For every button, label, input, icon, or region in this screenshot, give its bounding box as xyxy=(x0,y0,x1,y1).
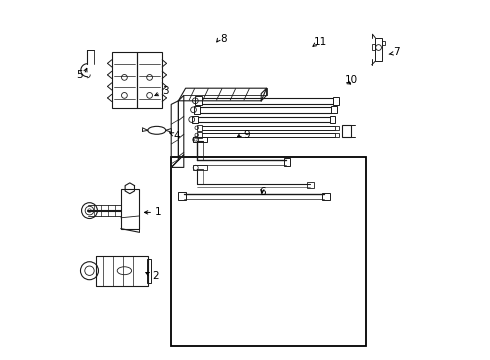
Text: 10: 10 xyxy=(344,75,358,85)
Bar xyxy=(137,52,162,108)
Bar xyxy=(284,158,291,166)
Bar xyxy=(193,165,207,170)
Text: 9: 9 xyxy=(244,130,250,140)
Bar xyxy=(333,97,339,105)
Bar xyxy=(342,125,351,137)
Bar xyxy=(307,182,314,188)
Bar xyxy=(372,44,375,50)
Bar xyxy=(382,41,386,45)
Bar xyxy=(197,132,202,138)
Bar xyxy=(330,116,335,123)
Bar xyxy=(197,125,202,131)
Bar xyxy=(121,189,139,229)
Text: 7: 7 xyxy=(393,47,399,57)
Text: 8: 8 xyxy=(220,34,227,44)
Text: 3: 3 xyxy=(162,86,169,96)
Bar xyxy=(196,96,202,105)
Bar xyxy=(194,106,200,114)
Bar xyxy=(322,193,330,200)
Text: 2: 2 xyxy=(152,271,159,281)
Bar xyxy=(171,157,366,346)
Bar xyxy=(375,38,382,61)
Text: 1: 1 xyxy=(154,207,161,217)
Bar xyxy=(335,133,339,137)
Bar xyxy=(331,107,337,113)
Bar xyxy=(335,126,339,130)
Bar xyxy=(96,256,148,286)
Text: 6: 6 xyxy=(259,186,266,197)
Bar xyxy=(147,259,151,283)
Text: 11: 11 xyxy=(314,37,327,48)
Text: 5: 5 xyxy=(76,69,83,80)
Text: 4: 4 xyxy=(173,131,180,141)
Bar xyxy=(178,192,186,200)
Bar xyxy=(112,52,137,108)
Bar xyxy=(192,116,198,123)
Bar xyxy=(193,137,207,142)
